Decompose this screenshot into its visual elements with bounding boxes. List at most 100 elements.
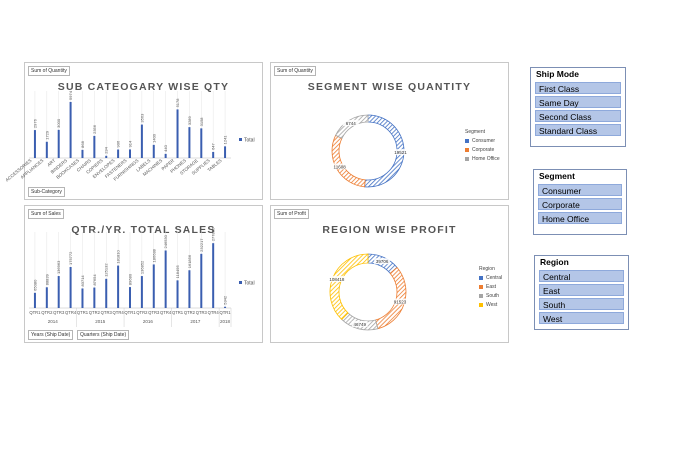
legend-swatch [479, 303, 483, 307]
slicer-item[interactable]: Second Class [535, 110, 621, 122]
slicer-item[interactable]: East [539, 284, 624, 296]
tick-label: QTR4 [113, 310, 125, 315]
data-label: 136852 [139, 260, 144, 274]
data-label: 136963 [56, 260, 61, 274]
legend-swatch [479, 276, 483, 280]
value-field-button[interactable]: Sum of Sales [28, 209, 64, 219]
tick-label: QTR4 [208, 310, 220, 315]
region-chart-panel[interactable]: Sum of Profit REGION WISE PROFIT 39706 91… [270, 205, 509, 343]
value-field-button[interactable]: Sum of Profit [274, 209, 309, 219]
bar [164, 250, 167, 308]
bar [176, 109, 179, 158]
bar [57, 129, 60, 158]
bar [224, 146, 227, 158]
slicer-item[interactable]: Standard Class [535, 124, 621, 136]
data-label: 89680 [128, 273, 133, 285]
legend-swatch [239, 281, 242, 284]
bar [81, 288, 84, 308]
slicer-item[interactable]: Central [539, 270, 624, 282]
data-label-bg [392, 149, 409, 156]
bar [105, 278, 108, 308]
value-field-button[interactable]: Sum of Quantity [28, 66, 70, 76]
bar [45, 141, 48, 158]
year-label: 2016 [143, 319, 154, 324]
tick-label: QTR1 [124, 310, 136, 315]
bar [224, 306, 227, 308]
slicer-item[interactable]: Consumer [538, 184, 622, 196]
year-label: 2014 [48, 319, 59, 324]
bar [117, 265, 120, 308]
segment-chart-panel[interactable]: Sum of Quantity SEGMENT WISE QUANTITY 19… [270, 62, 509, 200]
data-label: 440 [163, 144, 168, 151]
data-label: 3563 [139, 113, 144, 123]
data-label: 2356 [92, 124, 97, 134]
slicer-item[interactable]: Same Day [535, 96, 621, 108]
sales-chart-panel[interactable]: Sum of Sales QTR./YR. TOTAL SALES 65080 Q… [24, 205, 263, 343]
year-label: 2017 [190, 319, 201, 324]
legend-swatch [465, 157, 469, 161]
tick-label: QTR1 [29, 310, 41, 315]
data-label: 19521 [394, 150, 407, 155]
data-label: 181810 [116, 249, 121, 263]
donut-slice [375, 266, 407, 330]
year-label: 2018 [220, 319, 231, 324]
slicer-item[interactable]: Home Office [538, 212, 622, 224]
data-label: 232217 [199, 238, 204, 252]
subcat-bar-chart: 2976ACCESSORIES1729APPLIANCES3000ART5974… [4, 90, 255, 182]
donut-slice [329, 253, 369, 321]
legend-swatch [479, 285, 483, 289]
axis-field-button[interactable]: Sub-Category [28, 187, 65, 197]
legend-label: Home Office [472, 156, 500, 162]
bar [45, 287, 48, 308]
data-label: 1400 [151, 133, 156, 143]
bar [188, 270, 191, 308]
value-field-button[interactable]: Sum of Quantity [274, 66, 316, 76]
legend-label: East [486, 284, 497, 290]
data-label: 11608 [334, 164, 347, 169]
slicer-title: Segment [539, 171, 575, 181]
bar [129, 149, 131, 158]
bar [93, 287, 96, 308]
quarters-field-button[interactable]: Quarters (Ship Date) [77, 330, 130, 340]
ship-mode-slicer[interactable]: Ship Mode First Class Same Day Second Clas… [530, 67, 626, 147]
years-field-button[interactable]: Years (Ship Date) [28, 330, 74, 340]
year-label: 2015 [95, 319, 106, 324]
chart-title: QTR./YR. TOTAL SALES [71, 224, 216, 236]
data-label-bg [328, 276, 345, 283]
slicer-item[interactable]: First Class [535, 82, 621, 94]
bar [57, 276, 60, 308]
sales-bar-chart: 65080 QTR1 88839 QTR2 136963 QTR3 175772 QTR4 83… [29, 227, 255, 327]
bar [129, 287, 131, 308]
legend-swatch [465, 148, 469, 152]
data-label: 6744 [346, 121, 357, 126]
bar [152, 264, 155, 308]
subcat-chart-panel[interactable]: Sum of Quantity SUB CATEOGARY WISE QTY 2… [4, 62, 263, 200]
chart-title: REGION WISE PROFIT [322, 224, 457, 236]
tick-label: QTR2 [136, 310, 148, 315]
region-slicer[interactable]: Region Central East South West [534, 255, 629, 330]
donut-slice [335, 114, 369, 139]
slicer-item[interactable]: South [539, 298, 624, 310]
data-label: 91523 [394, 300, 407, 305]
tick-label: QTR4 [65, 310, 77, 315]
bar [200, 253, 203, 308]
legend-title: Segment [465, 129, 486, 135]
tick-label: QTR3 [53, 310, 65, 315]
data-label: 914 [128, 140, 133, 147]
data-label: 83714 [80, 275, 85, 287]
legend-label: Total [244, 281, 255, 287]
slicer-item[interactable]: Corporate [538, 198, 622, 210]
region-donut-chart: 39706 91523 46749 108418 [328, 253, 408, 331]
bar [212, 151, 215, 158]
segment-slicer[interactable]: Segment Consumer Corporate Home Office [533, 169, 627, 235]
data-label: 88839 [44, 273, 49, 285]
legend-label: Total [244, 138, 255, 144]
bar [140, 124, 143, 158]
slicer-item[interactable]: West [539, 312, 624, 324]
legend-item: Home Office [465, 156, 500, 162]
data-label: 186688 [151, 248, 156, 262]
data-label: 46749 [353, 322, 366, 327]
chart-title: SEGMENT WISE QUANTITY [307, 81, 472, 93]
bar [117, 149, 120, 158]
data-label-bg [342, 119, 359, 126]
